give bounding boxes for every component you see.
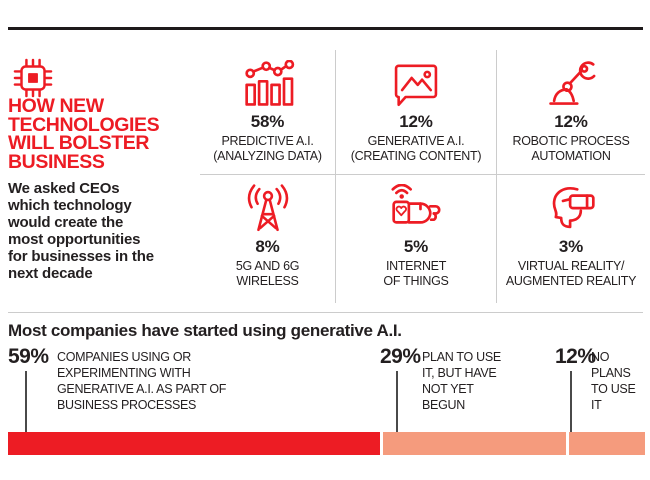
stat-label: INTERNET OF THINGS (383, 259, 449, 288)
technology-stats-grid: 58% PREDICTIVE A.I. (ANALYZING DATA) 12%… (200, 50, 645, 303)
bar-segment-plan-to-use (383, 432, 567, 455)
stat-label: ROBOTIC PROCESS AUTOMATION (512, 134, 630, 163)
bar-segment-percentage: 12% (555, 345, 596, 368)
robotic-arm-icon (543, 59, 599, 109)
generative-ai-image-icon (390, 59, 442, 109)
stat-label: VIRTUAL REALITY/ AUGMENTED REALITY (505, 259, 637, 288)
bar-segment-percentage: 59% (8, 345, 49, 368)
page-title: HOW NEW TECHNOLOGIES WILL BOLSTER BUSINE… (8, 95, 160, 173)
chip-icon (10, 55, 56, 101)
stat-label: PREDICTIVE A.I. (ANALYZING DATA) (213, 134, 322, 163)
bar-segment-percentage: 29% (380, 345, 421, 368)
stat-cell-internet-of-things: 5% INTERNET OF THINGS (336, 175, 497, 303)
stat-label: GENERATIVE A.I. (CREATING CONTENT) (350, 134, 482, 163)
stat-percentage: 12% (399, 112, 433, 131)
bar-leader-line (25, 371, 27, 449)
bar-segment-no-plans (569, 432, 645, 455)
antenna-tower-icon (242, 184, 294, 234)
bar-segment-caption: COMPANIES USING OR EXPERIMENTING WITH GE… (57, 350, 227, 412)
stat-cell-predictive-ai: 58% PREDICTIVE A.I. (ANALYZING DATA) (200, 50, 336, 175)
stat-percentage: 5% (403, 237, 429, 256)
bar-segment-using (8, 432, 381, 455)
stat-percentage: 12% (554, 112, 588, 131)
stacked-bar (8, 432, 645, 455)
vr-headset-icon (543, 184, 599, 234)
predictive-ai-chart-icon (239, 59, 297, 109)
bottom-chart-title: Most companies have started using genera… (8, 321, 402, 340)
stat-cell-vr-ar: 3% VIRTUAL REALITY/ AUGMENTED REALITY (497, 175, 645, 303)
bar-segment-caption: PLAN TO USE IT, BUT HAVE NOT YET BEGUN (422, 350, 501, 412)
top-divider (8, 27, 643, 30)
bar-leader-line (570, 371, 572, 449)
smartwatch-iot-icon (386, 184, 446, 234)
stat-cell-generative-ai: 12% GENERATIVE A.I. (CREATING CONTENT) (336, 50, 497, 175)
stat-percentage: 8% (255, 237, 280, 256)
stat-cell-5g-6g-wireless: 8% 5G AND 6G WIRELESS (200, 175, 336, 303)
intro-text: We asked CEOs which technology would cre… (8, 180, 154, 282)
stat-cell-robotic-process-automation: 12% ROBOTIC PROCESS AUTOMATION (497, 50, 645, 175)
bar-leader-line (396, 371, 398, 449)
stat-percentage: 58% (250, 112, 285, 131)
stat-percentage: 3% (558, 237, 584, 256)
bar-segment-caption: NO PLANS TO USE IT (591, 350, 636, 412)
section-divider (8, 312, 643, 313)
stat-label: 5G AND 6G WIRELESS (235, 259, 300, 288)
